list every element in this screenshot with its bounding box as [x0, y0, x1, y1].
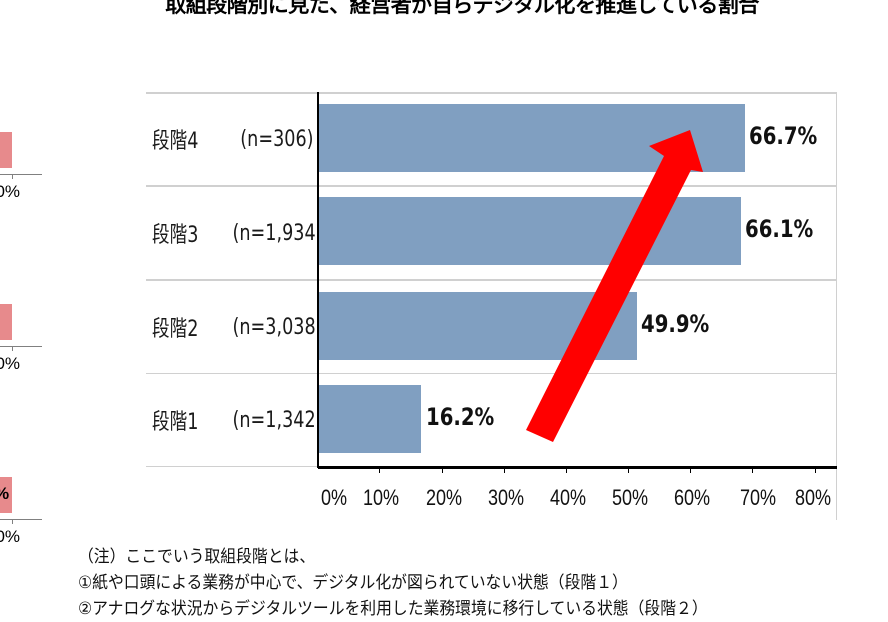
note-line-2: ①紙や口頭による業務が中心で、デジタル化が図られていない状態（段階１）: [78, 573, 628, 592]
left-bar-1: [0, 132, 12, 168]
sample-size: (n=1,342): [232, 407, 323, 433]
category-label: 段階4 (n=306): [152, 124, 314, 155]
gridline: [146, 373, 837, 374]
left-axis-3: [0, 519, 42, 520]
x-tick-label: 70%: [739, 485, 777, 510]
bar-stage-4: [319, 104, 745, 172]
x-tick-label: 0%: [320, 485, 348, 510]
sample-size: (n=306): [240, 126, 314, 152]
y-axis: [317, 92, 319, 468]
gridline: [146, 185, 837, 187]
left-bar-3: [0, 477, 12, 513]
x-tick: [442, 466, 443, 473]
x-tick-label: 30%: [487, 485, 525, 510]
x-tick-label: 40%: [549, 485, 587, 510]
category-name: 段階2: [152, 317, 199, 342]
left-axis-1: [0, 174, 42, 175]
left-axis-label-1: 00%: [0, 182, 21, 201]
value-label: 66.1%: [745, 215, 814, 243]
left-bar-2: [0, 304, 12, 340]
x-tick-label: 80%: [794, 485, 832, 510]
left-axis-label-2: 00%: [0, 354, 21, 373]
left-tick-1: [12, 175, 13, 179]
left-value-label: %: [0, 484, 9, 504]
x-tick: [815, 466, 816, 473]
category-label: 段階2 (n=3,038): [152, 312, 323, 343]
left-tick-2: [12, 347, 13, 351]
value-label: 16.2%: [426, 403, 495, 431]
category-name: 段階1: [152, 410, 199, 435]
left-tick-3: [12, 520, 13, 524]
x-tick-label: 50%: [611, 485, 649, 510]
bar-stage-1: [319, 385, 421, 453]
left-axis-label-3: 00%: [0, 527, 21, 546]
value-label: 66.7%: [749, 122, 818, 150]
sample-size: (n=1,934): [232, 220, 323, 246]
note-line-3: ②アナログな状況からデジタルツールを利用した業務環境に移行している状態（段階２）: [78, 599, 708, 618]
plot-border-right: [836, 92, 837, 520]
x-tick: [566, 466, 567, 473]
bar-stage-2: [319, 292, 637, 360]
footnotes: （注）ここでいう取組段階とは、 ①紙や口頭による業務が中心で、デジタル化が図られ…: [78, 544, 755, 622]
category-label: 段階1 (n=1,342): [152, 405, 323, 436]
x-axis: [318, 466, 837, 469]
x-tick-label: 10%: [362, 485, 400, 510]
value-label: 49.9%: [641, 310, 710, 338]
x-tick: [690, 466, 691, 473]
bar-stage-3: [319, 197, 741, 265]
gridline: [146, 92, 837, 94]
category-name: 段階3: [152, 223, 199, 248]
x-tick: [504, 466, 505, 473]
category-name: 段階4: [152, 129, 199, 154]
x-tick: [628, 466, 629, 473]
x-tick: [752, 466, 753, 473]
left-axis-2: [0, 346, 42, 347]
chart-title: 取組段階別に見た、経営者が自らデジタル化を推進している割合: [165, 0, 759, 17]
category-label: 段階3 (n=1,934): [152, 218, 323, 249]
x-tick-label: 60%: [673, 485, 711, 510]
x-tick-label: 20%: [425, 485, 463, 510]
x-tick: [379, 466, 380, 473]
gridline: [146, 279, 837, 281]
bar-chart: 段階4 (n=306) 段階3 (n=1,934) 段階2 (n=3,038) …: [146, 92, 837, 520]
note-line-1: （注）ここでいう取組段階とは、: [78, 547, 316, 566]
sample-size: (n=3,038): [232, 314, 323, 340]
